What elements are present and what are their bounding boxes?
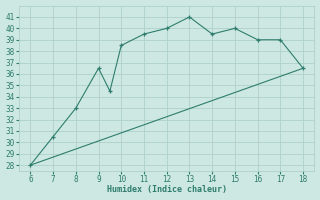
X-axis label: Humidex (Indice chaleur): Humidex (Indice chaleur) (107, 185, 227, 194)
